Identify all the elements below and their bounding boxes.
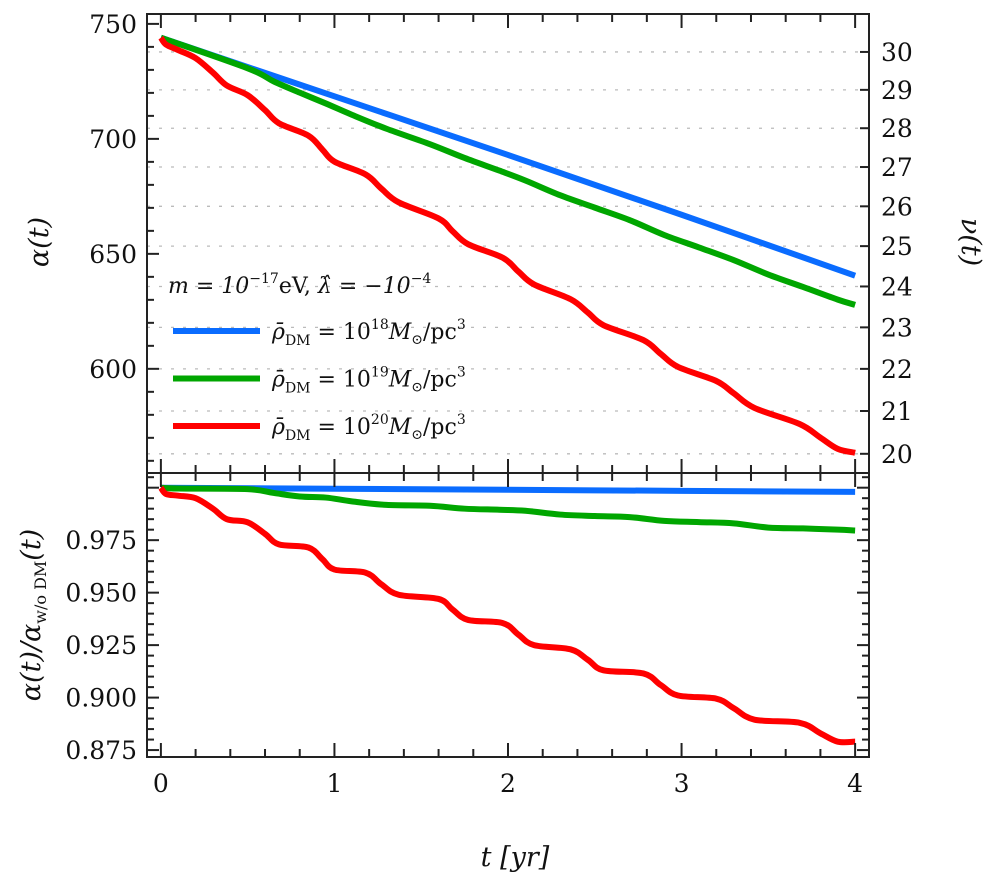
right-axis-tick-label: 29: [881, 76, 913, 105]
right-axis-tick-label: 28: [881, 114, 913, 143]
right-axis-tick-label: 20: [881, 440, 913, 469]
right-axis-tick-label: 21: [881, 397, 913, 426]
legend-label-unit: /pc: [423, 368, 457, 393]
legend-label-sun: ⊙: [411, 332, 423, 348]
legend-label-mid: = 10: [311, 368, 371, 393]
legend-label-green: ρ̄DM = 1019M⊙/pc3: [271, 365, 466, 397]
bottom-y-axis-label-sub: w/o DM: [31, 561, 50, 624]
bottom-y-axis-label-main: α(t)/α: [16, 624, 47, 701]
legend-label-prefix: ρ̄: [271, 415, 285, 440]
bottom-panel-frame: [146, 472, 870, 758]
legend-label-unit: /pc: [423, 320, 457, 345]
bottom-y-tick-label: 0.950: [65, 579, 137, 608]
legend-label-sub: DM: [285, 333, 311, 349]
tick-labels: 20212223242526272829306006507007500.8750…: [65, 10, 912, 798]
legend-label-unit_sup: 3: [457, 365, 466, 381]
gridlines: [147, 51, 869, 455]
bottom-y-tick-label: 0.875: [65, 736, 137, 765]
legend-label-sun: ⊙: [411, 427, 423, 443]
right-axis-tick-label: 26: [881, 192, 913, 221]
legend-label-sub: DM: [285, 381, 311, 397]
legend-header: m = 10−17eV, λ̂ = −10−4: [168, 271, 431, 299]
x-tick-label: 2: [500, 769, 516, 798]
bottom-y-axis-label-tail: (t): [16, 529, 47, 561]
legend-label-sub: DM: [285, 428, 311, 444]
bottom-series-green: [160, 484, 856, 534]
legend-label-red: ρ̄DM = 1020M⊙/pc3: [271, 412, 466, 444]
legend-label-blue: ρ̄DM = 1018M⊙/pc3: [271, 317, 466, 349]
bottom-y-tick-label: 0.925: [65, 631, 137, 660]
legend-label-sun: ⊙: [411, 380, 423, 396]
top-series-green: [159, 34, 856, 308]
top-panel-curves: [158, 34, 857, 456]
top-y-tick-label: 750: [89, 10, 137, 39]
legend-label-sup: 19: [371, 365, 389, 381]
legend-header-mass-exp: −17: [249, 271, 279, 287]
legend-label-mid: = 10: [311, 415, 371, 440]
legend-label-unit_sup: 3: [457, 317, 466, 333]
x-tick-label: 0: [153, 769, 169, 798]
legend-header-lambda: λ̂ = −10: [317, 274, 411, 299]
legend-label-unit_sup: 3: [457, 412, 466, 428]
x-tick-label: 1: [326, 769, 342, 798]
x-tick-label: 3: [674, 769, 690, 798]
legend-label-prefix: ρ̄: [271, 320, 285, 345]
bottom-series-red: [158, 485, 856, 746]
bottom-y-tick-label: 0.900: [65, 684, 137, 713]
legend-header-lambda-exp: −4: [411, 271, 432, 287]
top-y-tick-label: 650: [89, 240, 137, 269]
legend-label-mid: = 10: [311, 320, 371, 345]
legend-header-unit: eV,: [279, 274, 318, 299]
x-tick-label: 4: [847, 769, 863, 798]
top-series-red: [158, 35, 856, 456]
axis-ticks: [147, 14, 869, 757]
legend-label-unit: /pc: [423, 415, 457, 440]
legend-label-sup: 18: [371, 317, 389, 333]
legend: m = 10−17eV, λ̂ = −10−4 ρ̄DM = 1018M⊙/pc…: [168, 271, 466, 444]
right-axis-tick-label: 30: [881, 38, 913, 67]
top-y-axis-label: α(t): [24, 217, 55, 267]
right-axis-tick-label: 22: [881, 355, 913, 384]
right-axis-tick-label: 25: [881, 232, 913, 261]
legend-label-suffix: M: [388, 368, 412, 393]
bottom-panel-curves: [158, 484, 856, 746]
legend-label-prefix: ρ̄: [271, 368, 285, 393]
right-axis-tick-label: 27: [881, 153, 913, 182]
bottom-y-axis-label: α(t)/αw/o DM(t): [16, 529, 50, 701]
legend-label-suffix: M: [388, 415, 412, 440]
top-y-tick-label: 600: [89, 355, 137, 384]
right-axis-tick-label: 24: [881, 272, 913, 301]
right-axis-tick-label: 23: [881, 313, 913, 342]
legend-label-sup: 20: [371, 412, 389, 428]
top-y-right-axis-label: ν(t): [955, 218, 986, 266]
bottom-y-tick-label: 0.975: [65, 526, 137, 555]
x-axis-label: t [yr]: [481, 842, 550, 873]
legend-label-suffix: M: [388, 320, 412, 345]
bottom-series-blue: [160, 484, 856, 495]
top-y-tick-label: 700: [89, 125, 137, 154]
legend-header-mass: m = 10: [168, 274, 249, 299]
top-series-blue: [159, 34, 857, 279]
